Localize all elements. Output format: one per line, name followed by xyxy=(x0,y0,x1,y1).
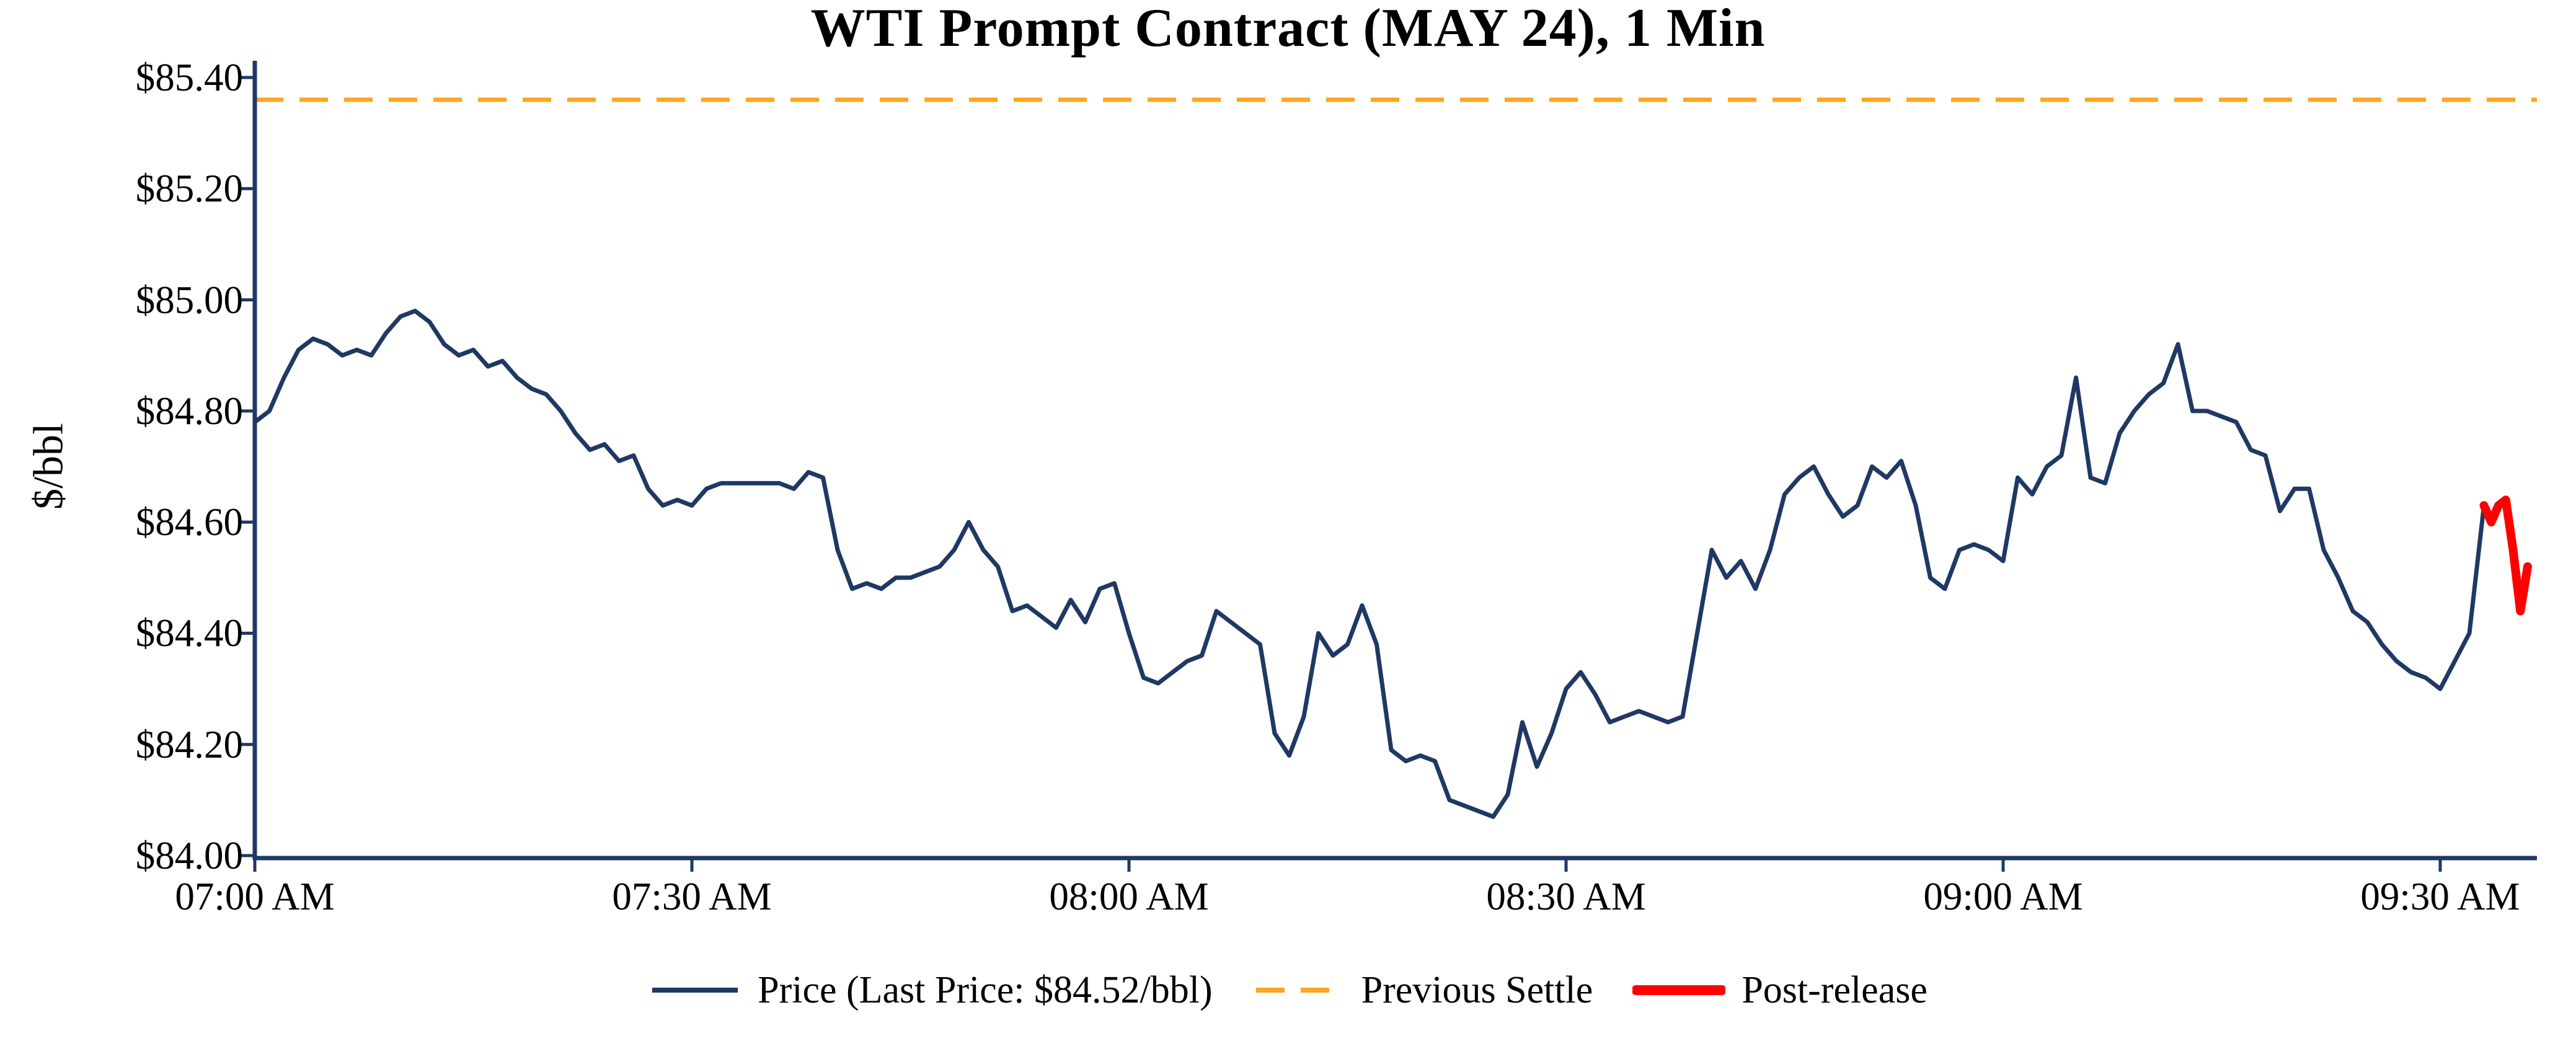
legend-post-label: Post-release xyxy=(1742,968,1928,1011)
price-line-swatch xyxy=(652,988,738,993)
y-tick-label: $84.60 xyxy=(135,500,243,544)
chart-legend: Price (Last Price: $84.52/bbl) Previous … xyxy=(0,962,2576,1018)
legend-price-label: Price (Last Price: $84.52/bbl) xyxy=(758,968,1213,1011)
x-tick-label: 08:30 AM xyxy=(1486,875,1646,918)
x-tick-label: 07:00 AM xyxy=(175,875,335,918)
y-tick-label: $85.00 xyxy=(135,278,243,322)
x-tick-label: 09:30 AM xyxy=(2360,875,2520,918)
y-tick-label: $84.20 xyxy=(135,722,243,766)
y-tick-label: $84.00 xyxy=(135,834,243,877)
legend-item-price: Price (Last Price: $84.52/bbl) xyxy=(648,968,1213,1012)
y-tick-label: $85.40 xyxy=(135,56,243,99)
chart-title: WTI Prompt Contract (MAY 24), 1 Min xyxy=(810,0,1766,58)
legend-item-settle: Previous Settle xyxy=(1252,968,1593,1012)
y-tick-label: $85.20 xyxy=(135,167,243,211)
y-tick-label: $84.80 xyxy=(135,389,243,433)
legend-settle-label: Previous Settle xyxy=(1361,968,1593,1011)
settle-line-swatch xyxy=(1255,988,1342,993)
x-tick-label: 07:30 AM xyxy=(612,875,772,918)
series-post-release xyxy=(2479,495,2532,616)
post-release-line-swatch xyxy=(1632,985,1726,995)
series-price xyxy=(252,309,2486,819)
legend-item-post: Post-release xyxy=(1632,968,1928,1012)
x-tick-label: 08:00 AM xyxy=(1049,875,1209,918)
y-tick-label: $84.40 xyxy=(135,611,243,655)
y-axis-label: $/bbl xyxy=(24,423,72,510)
x-tick-label: 09:00 AM xyxy=(1923,875,2083,918)
